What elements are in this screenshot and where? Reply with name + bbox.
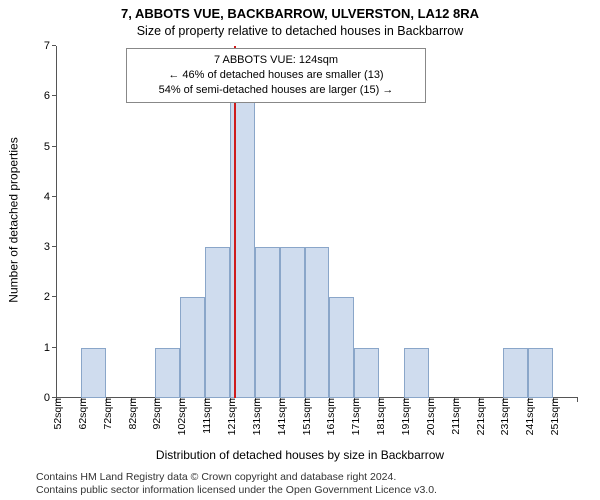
- x-tick-label: 92sqm: [147, 398, 163, 430]
- x-tick-mark: [577, 398, 578, 402]
- y-axis-label: Number of detached properties: [4, 0, 24, 440]
- x-tick-label: 231sqm: [495, 398, 511, 435]
- x-tick-label: 62sqm: [73, 398, 89, 430]
- footer-attribution: Contains HM Land Registry data © Crown c…: [0, 471, 600, 498]
- histogram-bar: [205, 247, 230, 398]
- y-tick-mark: [52, 296, 56, 297]
- x-tick-label: 251sqm: [545, 398, 561, 435]
- x-tick-label: 161sqm: [321, 398, 337, 435]
- y-axis-line: [56, 46, 57, 398]
- x-tick-label: 72sqm: [98, 398, 114, 430]
- x-tick-label: 151sqm: [297, 398, 313, 435]
- y-tick-label: 7: [44, 40, 56, 52]
- footer-line: Contains public sector information licen…: [36, 484, 600, 498]
- y-tick-mark: [52, 146, 56, 147]
- footer-line: Contains HM Land Registry data © Crown c…: [36, 471, 600, 485]
- y-tick-label: 1: [44, 342, 56, 354]
- x-tick-label: 141sqm: [272, 398, 288, 435]
- y-tick-label: 5: [44, 141, 56, 153]
- y-tick-label: 3: [44, 241, 56, 253]
- histogram-bar: [255, 247, 280, 398]
- y-tick-label: 4: [44, 191, 56, 203]
- histogram-bar: [354, 348, 379, 398]
- histogram-bar: [329, 297, 354, 398]
- histogram-bar: [404, 348, 429, 398]
- annotation-line: 7 ABBOTS VUE: 124sqm: [135, 53, 417, 68]
- y-tick-label: 6: [44, 90, 56, 102]
- y-tick-mark: [52, 45, 56, 46]
- x-tick-label: 201sqm: [421, 398, 437, 435]
- x-tick-label: 111sqm: [197, 398, 213, 434]
- histogram-bar: [503, 348, 528, 398]
- x-tick-label: 171sqm: [346, 398, 362, 435]
- histogram-bar: [280, 247, 305, 398]
- annotation-box: 7 ABBOTS VUE: 124sqm← 46% of detached ho…: [126, 48, 426, 103]
- chart-subtitle: Size of property relative to detached ho…: [0, 24, 600, 38]
- x-tick-label: 131sqm: [247, 398, 263, 435]
- x-tick-label: 52sqm: [48, 398, 64, 430]
- x-tick-label: 102sqm: [172, 398, 188, 435]
- x-tick-label: 221sqm: [471, 398, 487, 435]
- y-tick-mark: [52, 95, 56, 96]
- y-tick-mark: [52, 246, 56, 247]
- annotation-line: ← 46% of detached houses are smaller (13…: [135, 68, 417, 83]
- x-tick-label: 181sqm: [371, 398, 387, 435]
- histogram-bar: [81, 348, 106, 398]
- x-tick-label: 121sqm: [222, 398, 238, 435]
- plot-area: 0123456752sqm62sqm72sqm82sqm92sqm102sqm1…: [56, 46, 578, 398]
- x-tick-label: 82sqm: [123, 398, 139, 430]
- annotation-line: 54% of semi-detached houses are larger (…: [135, 83, 417, 98]
- y-tick-mark: [52, 347, 56, 348]
- y-tick-mark: [52, 196, 56, 197]
- y-tick-label: 2: [44, 291, 56, 303]
- x-tick-label: 241sqm: [520, 398, 536, 435]
- x-tick-label: 191sqm: [396, 398, 412, 435]
- chart-container: 7, ABBOTS VUE, BACKBARROW, ULVERSTON, LA…: [0, 0, 600, 500]
- histogram-bar: [528, 348, 553, 398]
- histogram-bar: [305, 247, 330, 398]
- histogram-bar: [155, 348, 180, 398]
- x-tick-label: 211sqm: [446, 398, 462, 435]
- histogram-bar: [180, 297, 205, 398]
- x-axis-label: Distribution of detached houses by size …: [0, 448, 600, 462]
- chart-title: 7, ABBOTS VUE, BACKBARROW, ULVERSTON, LA…: [0, 6, 600, 21]
